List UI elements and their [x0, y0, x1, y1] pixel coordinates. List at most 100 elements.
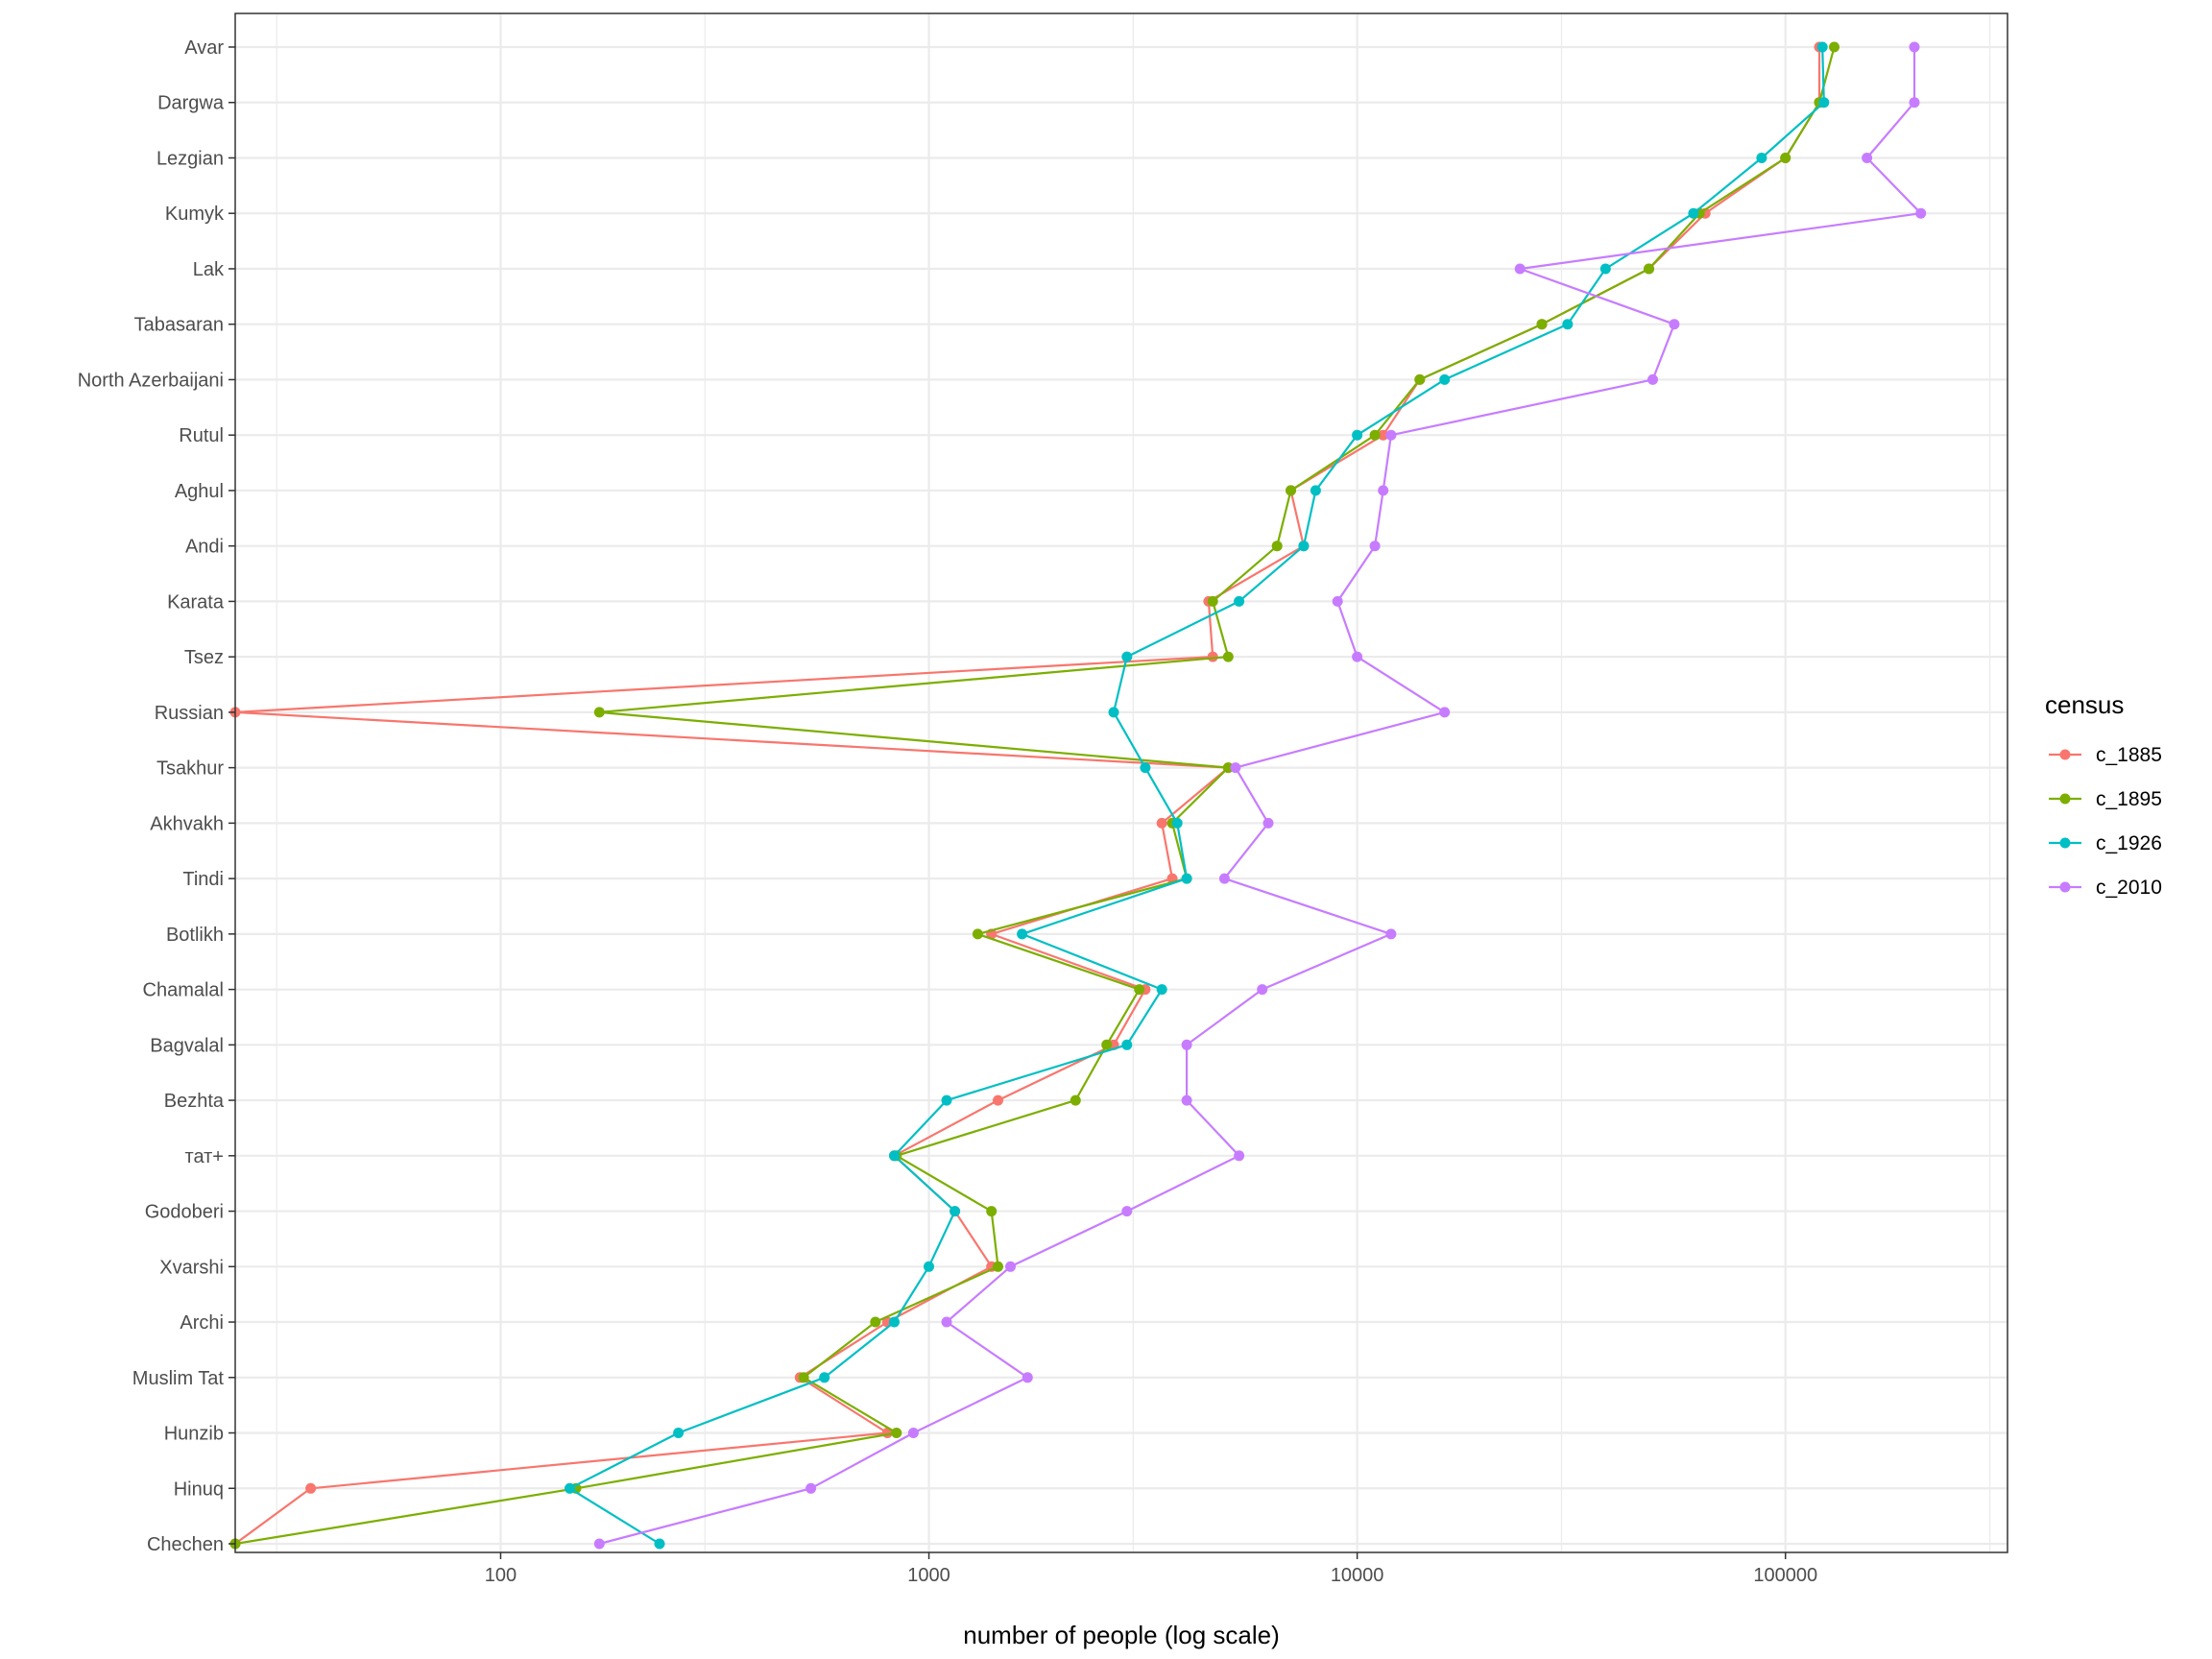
y-tick-label: тат+	[185, 1146, 224, 1167]
y-tick-label: North Azerbaijani	[78, 370, 224, 391]
data-point	[1017, 928, 1028, 940]
data-point	[1310, 485, 1321, 496]
data-point	[1298, 541, 1310, 552]
data-point	[1140, 762, 1151, 774]
data-point	[1439, 373, 1451, 385]
data-point	[1207, 595, 1218, 607]
y-tick-label: Lak	[193, 259, 225, 280]
data-point	[1562, 319, 1574, 330]
data-point	[889, 1316, 900, 1328]
y-tick-label: Andi	[185, 537, 224, 558]
data-point	[1756, 153, 1767, 163]
data-point	[1262, 817, 1274, 829]
y-tick-label: Tsakhur	[156, 758, 224, 780]
data-point	[1181, 1039, 1192, 1050]
data-point	[907, 1428, 919, 1438]
y-tick-label: Tindi	[182, 869, 224, 890]
legend-key-point	[2059, 793, 2071, 805]
data-point	[1862, 153, 1873, 163]
data-point	[891, 1428, 902, 1438]
data-point	[1121, 651, 1133, 662]
legend: census c_1885 c_1895 c_1926 c_2010	[2045, 690, 2162, 899]
y-tick-label: Hunzib	[164, 1424, 224, 1445]
data-point	[1816, 41, 1828, 53]
data-point	[1385, 429, 1397, 441]
data-point	[941, 1316, 952, 1328]
data-point	[819, 1372, 830, 1383]
y-tick-label: Botlikh	[166, 925, 224, 946]
data-point	[1230, 762, 1241, 774]
data-point	[1332, 595, 1343, 607]
data-point	[1286, 485, 1296, 496]
y-tick-label: Bagvalal	[150, 1035, 224, 1056]
data-point	[1688, 207, 1699, 219]
y-tick-label: Kumyk	[165, 204, 225, 225]
y-tick-label: Tsez	[184, 647, 224, 668]
y-tick-label: Russian	[155, 703, 224, 724]
y-tick-label: Chamalal	[143, 980, 224, 1001]
data-point	[798, 1372, 809, 1383]
data-point	[1234, 595, 1245, 607]
data-point	[1070, 1094, 1081, 1106]
data-point	[924, 1261, 934, 1272]
data-point	[1536, 319, 1548, 330]
data-point	[1829, 41, 1839, 53]
data-point	[1352, 651, 1363, 662]
y-tick-label: Lezgian	[156, 148, 224, 169]
y-tick-label: Rutul	[179, 425, 224, 446]
data-point	[1005, 1261, 1016, 1272]
y-tick-label: Avar	[184, 37, 224, 59]
data-point	[1108, 707, 1119, 718]
data-point	[1599, 263, 1611, 275]
y-tick-label: Chechen	[147, 1534, 224, 1555]
legend-item: c_1895	[2049, 788, 2162, 810]
data-point	[1134, 984, 1145, 996]
data-point	[1644, 263, 1654, 275]
data-point	[805, 1482, 817, 1494]
data-point	[993, 1261, 1003, 1272]
data-point	[950, 1206, 961, 1217]
series-c_2010	[593, 41, 1927, 1550]
y-tick-label: Hinuq	[174, 1479, 224, 1500]
legend-label: c_1885	[2096, 744, 2162, 766]
data-point	[1909, 41, 1920, 53]
data-point	[1218, 873, 1230, 884]
data-point	[1780, 153, 1791, 163]
data-point	[1181, 873, 1192, 884]
data-point	[1234, 1150, 1245, 1162]
data-point	[1156, 984, 1167, 996]
legend-title: census	[2045, 690, 2124, 719]
data-point	[1647, 373, 1658, 385]
data-point	[993, 1094, 1003, 1106]
x-tick-label: 1000	[907, 1565, 950, 1586]
legend-key-point	[2059, 749, 2071, 760]
x-tick-label: 10000	[1331, 1565, 1384, 1586]
series-layer	[229, 41, 1927, 1550]
grid-layer	[235, 13, 2008, 1552]
data-point	[1439, 707, 1451, 718]
legend-key-point	[2059, 881, 2071, 893]
legend-label: c_1926	[2096, 832, 2162, 854]
data-point	[1369, 429, 1381, 441]
y-tick-label: Akhvakh	[150, 813, 224, 834]
y-tick-label: Bezhta	[164, 1091, 225, 1112]
series-c_1926	[565, 41, 1830, 1550]
data-point	[1101, 1039, 1113, 1050]
y-tick-label: Aghul	[175, 481, 224, 502]
x-tick-label: 100000	[1753, 1565, 1817, 1586]
data-point	[1915, 207, 1927, 219]
data-point	[1909, 97, 1920, 108]
data-point	[1022, 1372, 1033, 1383]
data-point	[1378, 429, 1389, 441]
data-point	[1369, 541, 1381, 552]
data-point	[972, 928, 983, 940]
data-point	[1181, 1094, 1192, 1106]
y-tick-label: Dargwa	[157, 93, 225, 114]
legend-label: c_2010	[2096, 877, 2162, 899]
y-tick-label: Godoberi	[145, 1202, 224, 1223]
data-point	[1818, 97, 1830, 108]
y-tick-label: Tabasaran	[134, 315, 224, 336]
data-point	[941, 1094, 952, 1106]
data-point	[305, 1482, 317, 1494]
